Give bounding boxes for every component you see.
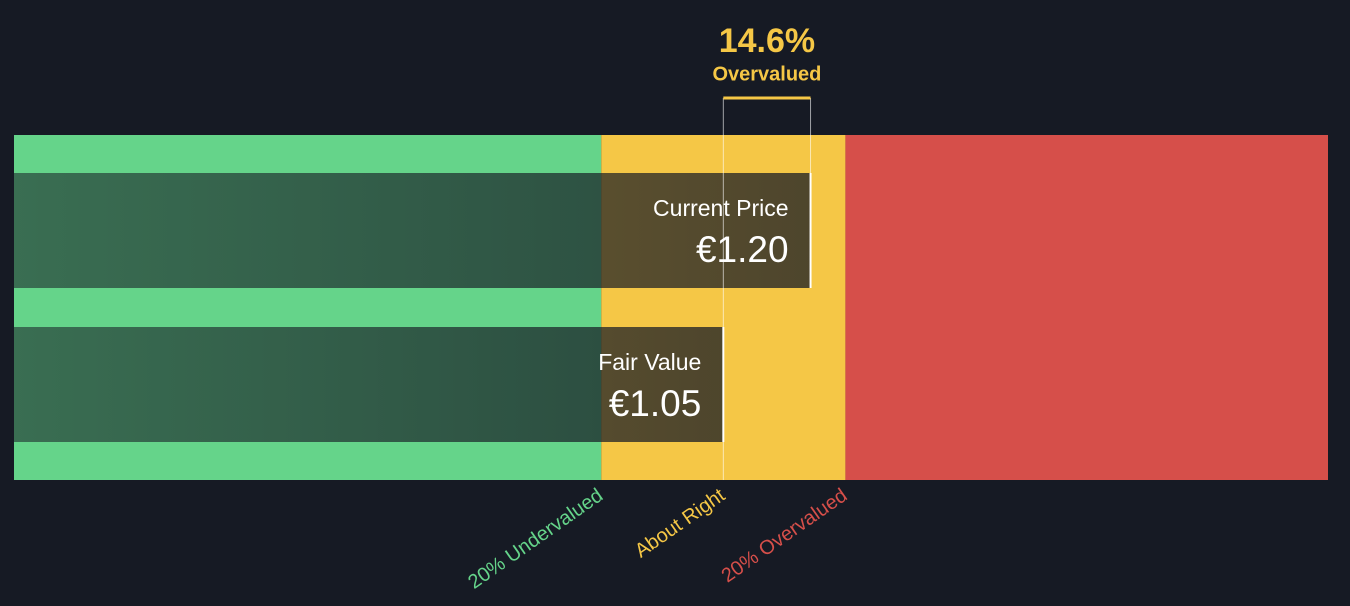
bar-value: €1.20	[696, 229, 789, 270]
zone	[845, 135, 1328, 480]
bar-name: Current Price	[653, 195, 788, 221]
bar-name: Fair Value	[598, 349, 701, 375]
zone-label: 20% Undervalued	[464, 484, 607, 593]
zone-label: 20% Overvalued	[718, 484, 852, 587]
zone-label: About Right	[631, 484, 730, 562]
difference-text: Overvalued	[712, 63, 821, 85]
difference-value: 14.6%	[719, 22, 815, 60]
value-bar	[14, 327, 724, 442]
bar-value: €1.05	[609, 383, 702, 424]
value-bar	[14, 173, 811, 288]
